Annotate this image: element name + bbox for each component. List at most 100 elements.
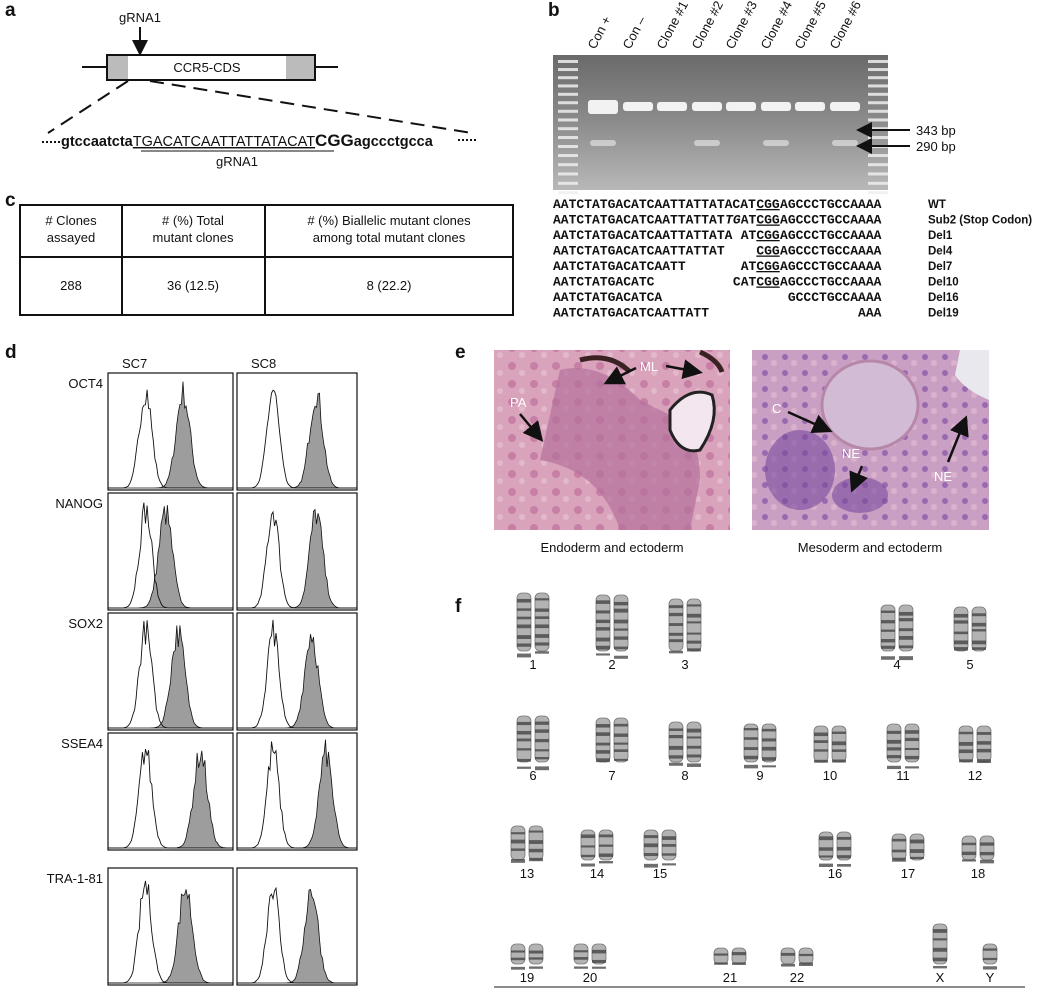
allele-near: AT (741, 259, 757, 274)
ladder-band (868, 136, 888, 140)
table-header: assayed (47, 230, 95, 245)
chromosome-label: 13 (520, 866, 534, 881)
chromosome-band (517, 758, 531, 762)
allele-suffix: AGCCCTGCCAAAA (780, 197, 882, 212)
control-histogram (237, 510, 357, 609)
chromosome-band (892, 838, 906, 842)
allele-name: Del4 (928, 246, 953, 258)
lane-label: Con – (619, 13, 649, 51)
chromosome-band (596, 619, 610, 624)
marker-label: SOX2 (68, 616, 103, 631)
chromosome-band (972, 613, 986, 617)
zoom-line (149, 80, 473, 134)
ladder-band (868, 172, 888, 176)
chromosome-band (814, 732, 828, 737)
chromosome-band (899, 656, 913, 661)
panel-label: f (455, 596, 462, 617)
chromosome-band (596, 758, 610, 763)
chromosome-label: 21 (723, 970, 737, 985)
band (761, 102, 791, 111)
chromosome (743, 723, 759, 763)
chromosome-band (517, 730, 531, 735)
chromosome-band (599, 861, 613, 864)
ladder-band (558, 181, 578, 185)
chromosome-band (592, 949, 606, 954)
chromosome-band (832, 741, 846, 746)
chromosome-band (910, 856, 924, 860)
chromosome-band (881, 645, 895, 649)
chromosome-band (972, 629, 986, 632)
allele-list: AATCTATGACATCAATTATTATACAT CGG AGCCCTGCCAA… (553, 197, 1032, 321)
chromosome (668, 721, 684, 763)
chromosome-band (954, 631, 968, 635)
allele-substitution: TG (725, 213, 741, 228)
chromosome-label: 19 (520, 970, 534, 985)
seq-part: agccctgcca (354, 134, 434, 150)
chromosome-label: 10 (823, 768, 837, 783)
chromosome-label: 1 (529, 657, 536, 672)
chromosome-band (614, 646, 628, 650)
ladder-band (868, 181, 888, 185)
chromosome-band (517, 721, 531, 726)
ladder-band (558, 68, 578, 72)
chromosome-band (954, 620, 968, 624)
chromosome-band (959, 741, 973, 746)
chromosome-band (517, 766, 531, 769)
chromosome-band (954, 613, 968, 618)
chromosome-band (959, 759, 973, 763)
caption: Endoderm and ectoderm (540, 540, 683, 555)
image-label: C (772, 401, 781, 416)
chromosome-band (933, 947, 947, 952)
arrow (849, 465, 868, 493)
ladder-band (558, 136, 578, 140)
image-label: NE (934, 469, 952, 484)
chromosome-band (899, 645, 913, 649)
chromosome-label: 3 (681, 657, 688, 672)
chromosome-band (972, 622, 986, 627)
allele-prefix: AATCTATGACATCAATT (553, 259, 686, 274)
chromosome-band (983, 966, 997, 970)
chromosome-band (614, 601, 628, 606)
allele-suffix: AGCCCTGCCAAAA (780, 259, 882, 274)
allele-suffix: GCCCTGCCAAAA (788, 290, 882, 305)
chromosome-band (687, 754, 701, 758)
tissue (955, 350, 989, 400)
chromosome-label: 5 (966, 657, 973, 672)
histogram-frame (236, 372, 358, 491)
chromosome-band (535, 749, 549, 752)
chromosome-band (905, 755, 919, 760)
lane-label: Clone #1 (653, 0, 691, 51)
table-header: # (%) Biallelic mutant clones (307, 213, 471, 228)
control-histogram (237, 741, 357, 849)
ladder-band (558, 92, 578, 96)
chromosome-band (614, 608, 628, 613)
arrow (787, 410, 833, 433)
chromosome-band (977, 759, 991, 763)
chromosome-band (614, 628, 628, 631)
chromosome-band (744, 737, 758, 740)
chromosome-band (599, 834, 613, 838)
grna-label: gRNA1 (119, 10, 161, 25)
gel-background (553, 55, 888, 190)
chromosome-band (819, 836, 833, 841)
chromosome-band (511, 966, 525, 970)
chromosome-band (887, 730, 901, 734)
chromosome-band (762, 765, 776, 768)
table-border (19, 204, 514, 316)
allele-name: Del10 (928, 277, 959, 289)
chromosome-label: 9 (756, 768, 763, 783)
chromosome-band (596, 724, 610, 728)
chromosome-band (837, 836, 851, 840)
chromosome-band (781, 952, 795, 956)
chromosome (891, 833, 907, 861)
chromosome-band (669, 755, 683, 759)
tissue (765, 430, 835, 510)
panel-label: a (5, 0, 16, 21)
chromosome-band (762, 757, 776, 761)
gene-label: CCR5-CDS (173, 60, 241, 75)
chromosome-band (977, 741, 991, 745)
chromosome-band (669, 728, 683, 731)
chromosome-band (881, 629, 895, 632)
